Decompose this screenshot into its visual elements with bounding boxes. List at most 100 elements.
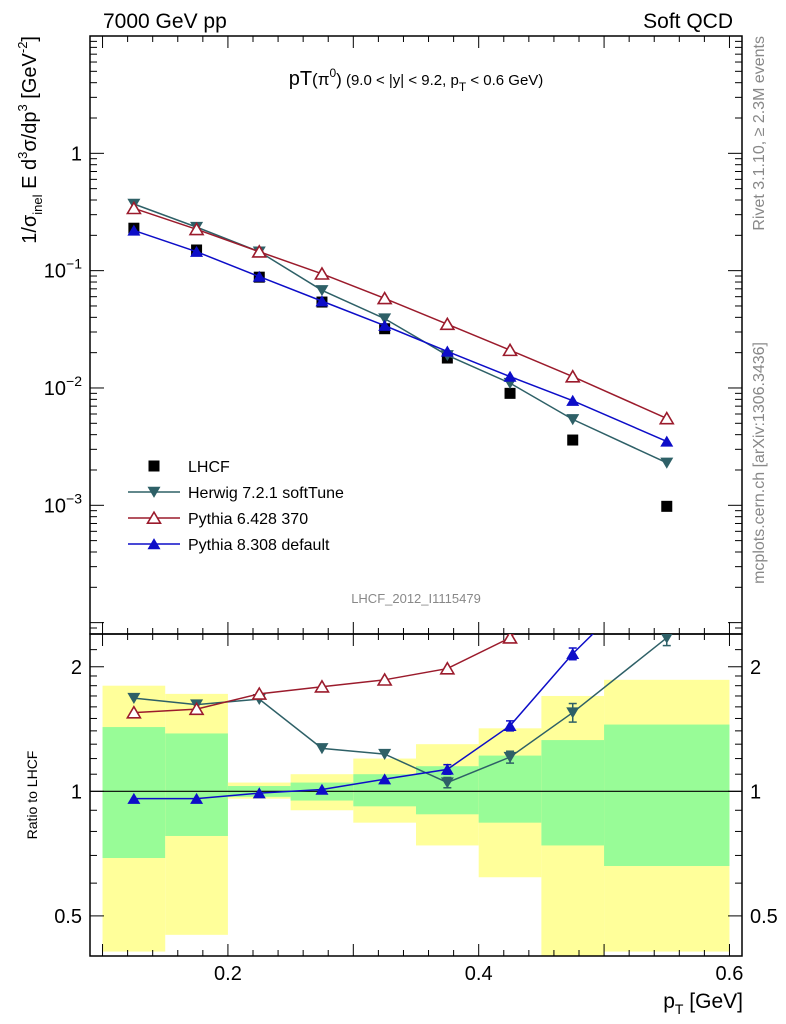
x-label-unit: [GeV]: [683, 990, 743, 1013]
legend-item-lhcf: LHCF: [148, 459, 230, 476]
ratio-y-tick-label: 2: [750, 657, 761, 679]
ratio-y-tick-label: 0.5: [750, 906, 778, 928]
green-band: [102, 727, 166, 859]
x-label-p: p: [663, 990, 675, 1013]
y-label-sub: inel: [30, 194, 45, 214]
legend-item-pythia-8-308-default: Pythia 8.308 default: [128, 537, 330, 554]
category-label: Soft QCD: [643, 10, 733, 33]
x-tick-label: 0.4: [465, 963, 493, 985]
legend-label: Pythia 6.428 370: [188, 511, 308, 528]
main-series-herwig-7-2-1-softtune: [127, 198, 674, 469]
legend: LHCF Herwig 7.2.1 softTune Pythia 6.428 37…: [128, 459, 344, 554]
y-label-part-3: σ/dp: [19, 112, 41, 152]
data-point: [251, 244, 268, 258]
green-band: [604, 724, 730, 867]
ratio-point: [439, 661, 456, 675]
y-label-sup-2: 3: [15, 104, 30, 111]
data-point: [125, 200, 142, 215]
y-label-part-2: E d: [19, 159, 41, 195]
main-series-pythia-8-308-default: [127, 224, 674, 447]
green-band: [478, 755, 542, 823]
y-label-part-5: ]: [19, 36, 41, 42]
y-tick-label: 10−2: [44, 373, 82, 400]
legend-item-herwig-7-2-1-softtune: Herwig 7.2.1 softTune: [128, 485, 344, 502]
data-point: [567, 434, 579, 446]
plot-title-particle-close: ): [336, 70, 342, 89]
ratio-point: [566, 707, 580, 719]
y-tick-label: 10−1: [44, 256, 82, 283]
data-marks-layer: [125, 198, 675, 804]
x-label-sub: T: [675, 1001, 684, 1017]
series-line: [133, 207, 668, 420]
ratio-y-tick-label: 1: [750, 781, 761, 803]
ratio-series-pythia-6-428-370: [125, 476, 673, 719]
rivet-version-label: Rivet 3.1.10, ≥ 2.3M events: [751, 36, 768, 231]
ratio-point: [660, 476, 673, 487]
data-point: [188, 221, 205, 236]
ratio-series-pythia-8-308-default: [127, 555, 673, 804]
data-point: [315, 285, 329, 297]
data-point: [190, 245, 204, 257]
ratio-point: [566, 566, 579, 577]
data-point: [566, 414, 580, 426]
plot-title-particle-sup: 0: [329, 66, 336, 80]
data-point: [376, 290, 393, 305]
mcplots-reference-label: mcplots.cern.ch [arXiv:1306.3436]: [751, 342, 768, 584]
legend-label: LHCF: [188, 459, 230, 476]
data-point: [504, 387, 516, 399]
y-label-sup-1: 3: [15, 152, 30, 159]
plot-title: pT(π0) (9.0 < |y| < 9.2, pT < 0.6 GeV): [289, 66, 544, 94]
data-point: [503, 370, 517, 382]
ratio-point: [660, 555, 673, 566]
data-point: [314, 266, 330, 280]
data-point: [564, 369, 581, 383]
ratio-y-axis-label: Ratio to LHCF: [24, 751, 40, 840]
main-y-axis-label: 1/σinel E d3σ/dp3 [GeV-2]: [15, 36, 45, 244]
ratio-plot-frame: [89, 633, 743, 957]
series-line: [133, 229, 668, 443]
ratio-y-tick-label: 0.5: [54, 906, 82, 928]
data-point: [658, 411, 675, 425]
legend-marker: [146, 510, 162, 524]
ratio-point: [127, 792, 141, 804]
ratio-point: [125, 705, 142, 719]
plot-title-cut-sub: T: [459, 80, 467, 94]
legend-label: Herwig 7.2.1 softTune: [188, 485, 344, 502]
ratio-point: [502, 634, 518, 644]
x-axis-label: pT [GeV]: [663, 990, 743, 1017]
legend-item-pythia-6-428-370: Pythia 6.428 370: [128, 510, 308, 528]
ratio-point: [503, 719, 517, 732]
y-tick-label: 10−3: [44, 490, 82, 517]
green-band: [165, 733, 228, 836]
ratio-series-herwig-7-2-1-softtune: [127, 634, 673, 789]
ratio-point: [315, 743, 329, 755]
plot-title-main: pT: [289, 68, 312, 90]
legend-marker: [147, 538, 161, 550]
x-tick-label: 0.2: [214, 963, 242, 985]
data-point: [440, 345, 454, 357]
analysis-id-label: LHCF_2012_I1115479: [351, 591, 481, 606]
ratio-point: [661, 634, 673, 644]
ratio-point: [251, 686, 268, 700]
ratio-point: [315, 783, 329, 795]
y-label-part-1: 1/σ: [19, 214, 41, 244]
data-point: [127, 224, 141, 236]
ratio-point: [503, 751, 517, 763]
data-point: [566, 394, 580, 406]
ratio-point: [127, 692, 141, 704]
ratio-y-tick-label: 2: [71, 657, 82, 679]
data-point: [378, 319, 392, 331]
green-band: [541, 740, 605, 846]
legend-label: Pythia 8.308 default: [188, 537, 330, 554]
ratio-point: [190, 792, 204, 804]
y-tick-label: 1: [71, 143, 82, 165]
series-line: [133, 203, 668, 464]
data-point: [378, 313, 392, 325]
ratio-point: [188, 701, 205, 716]
data-point: [660, 435, 674, 447]
plot-title-cut-b: < 0.6 GeV): [466, 72, 543, 89]
y-label-part-4: [GeV: [19, 52, 41, 104]
ratio-point: [378, 748, 392, 760]
ratio-y-tick-label: 1: [71, 781, 82, 803]
ratio-point: [566, 647, 580, 659]
